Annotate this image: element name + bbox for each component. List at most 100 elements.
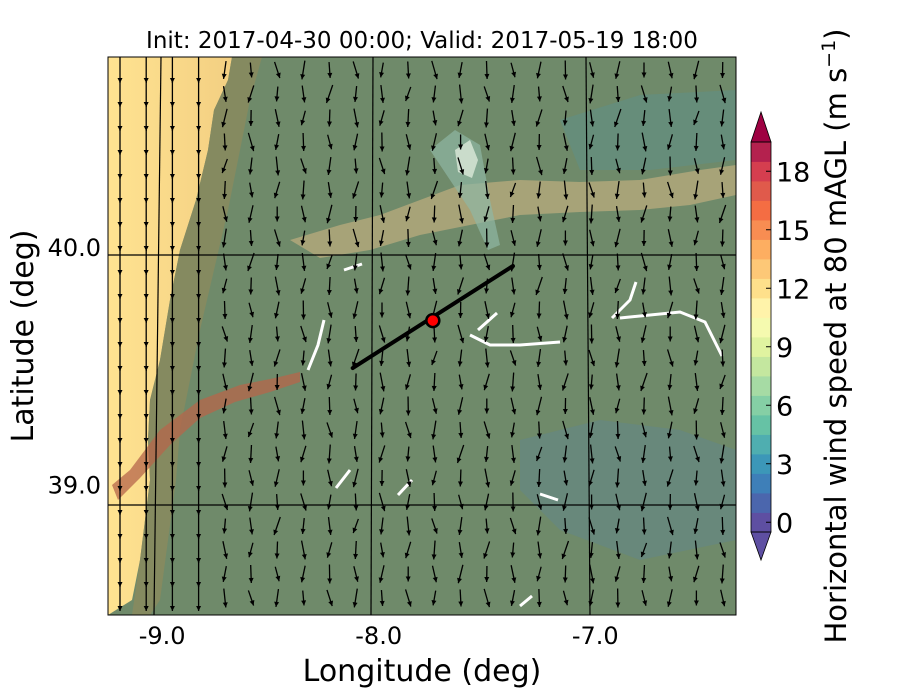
wind-vector (143, 177, 149, 203)
wind-vector (405, 206, 411, 222)
wind-vector (431, 398, 438, 414)
wind-vector (640, 542, 648, 558)
wind-vector (352, 181, 360, 199)
wind-vector (326, 109, 332, 127)
wind-vector (300, 205, 307, 223)
wind-vector (353, 205, 359, 223)
wind-vector (719, 564, 725, 584)
wind-vector (169, 345, 175, 371)
wind-vector (117, 177, 123, 203)
wind-vector (430, 180, 439, 200)
wind-vector (379, 372, 386, 392)
wind-vectors (117, 57, 727, 611)
wind-vector (536, 516, 542, 536)
wind-vector (327, 302, 333, 318)
wind-vector (615, 373, 621, 391)
wind-vector (169, 321, 175, 347)
wind-vector (325, 84, 334, 104)
wind-vector (405, 301, 412, 319)
wind-vector (379, 62, 385, 78)
wind-vector (457, 564, 464, 584)
wind-vector (589, 156, 595, 176)
wind-vector (117, 489, 123, 515)
wind-vector (221, 60, 227, 80)
colorbar-tick-label: 12 (776, 274, 810, 305)
wind-vector (640, 372, 648, 392)
wind-vector (379, 469, 385, 487)
wind-vector (458, 301, 464, 319)
wind-vector (614, 398, 621, 414)
wind-vector (404, 589, 412, 607)
wind-vector (483, 588, 491, 608)
wind-vector (300, 350, 306, 366)
wind-vector (353, 325, 359, 343)
wind-vector (511, 444, 516, 464)
wind-vector (641, 422, 648, 438)
wind-vector (196, 153, 202, 179)
wind-vector (378, 445, 386, 463)
wind-vector (640, 325, 647, 343)
y-axis-label: Latitude (deg) (6, 230, 41, 443)
wind-vector (562, 420, 570, 440)
x-axis-label: Longitude (deg) (303, 654, 542, 689)
wind-vector (222, 588, 228, 608)
wind-vector (457, 229, 464, 247)
wind-vector (247, 542, 254, 558)
wind-vector (614, 180, 620, 200)
wind-vector (720, 422, 726, 438)
x-tick-label: -9.0 (139, 622, 186, 650)
wind-vector (536, 468, 542, 488)
wind-vector (561, 540, 570, 560)
wind-vector (589, 444, 595, 464)
colorbar-bin (751, 493, 771, 513)
colorbar-bin (751, 181, 771, 201)
wind-vector (666, 301, 674, 319)
wind-vector (614, 348, 620, 368)
wind-vector (509, 182, 517, 198)
wind-vector (301, 132, 307, 152)
wind-vector (379, 517, 385, 535)
wind-vector (222, 253, 228, 271)
wind-vector (406, 181, 412, 199)
wind-vector (510, 157, 516, 175)
wind-vector (274, 493, 280, 511)
wind-vector (169, 537, 175, 563)
wind-vector (274, 566, 281, 582)
wind-vector (196, 81, 202, 107)
wind-vector (483, 541, 491, 559)
wind-vector (536, 494, 543, 510)
wind-vector (327, 516, 333, 536)
wind-vector (719, 229, 725, 247)
wind-vector (379, 542, 385, 558)
wind-vector (668, 276, 674, 296)
wind-vector (589, 109, 595, 127)
wind-vector (143, 321, 149, 347)
wind-vector (274, 134, 280, 150)
wind-vector (117, 225, 123, 251)
wind-vector (694, 540, 700, 560)
wind-vector (562, 110, 568, 126)
wind-vector (273, 181, 281, 199)
wind-vector (641, 229, 647, 247)
colorbar-label-superscript: −1 (818, 40, 840, 68)
wind-vector (143, 465, 149, 491)
wind-vector (641, 302, 647, 318)
wind-vector (169, 177, 175, 203)
wind-vector (614, 228, 621, 248)
wind-vector (249, 517, 254, 535)
wind-vector (221, 158, 228, 174)
wind-vector (352, 518, 359, 534)
wind-vector (117, 465, 123, 491)
wind-vector (484, 518, 490, 534)
wind-vector (352, 468, 359, 488)
wind-vector (641, 109, 647, 127)
wind-vector (536, 61, 542, 79)
wind-vector (614, 566, 621, 582)
wind-vector (169, 561, 175, 587)
wind-vector (562, 397, 568, 415)
wind-vector (562, 493, 569, 511)
wind-vector (719, 276, 725, 296)
wind-vector (666, 516, 674, 536)
wind-vector (143, 57, 149, 83)
wind-vector (196, 297, 202, 323)
